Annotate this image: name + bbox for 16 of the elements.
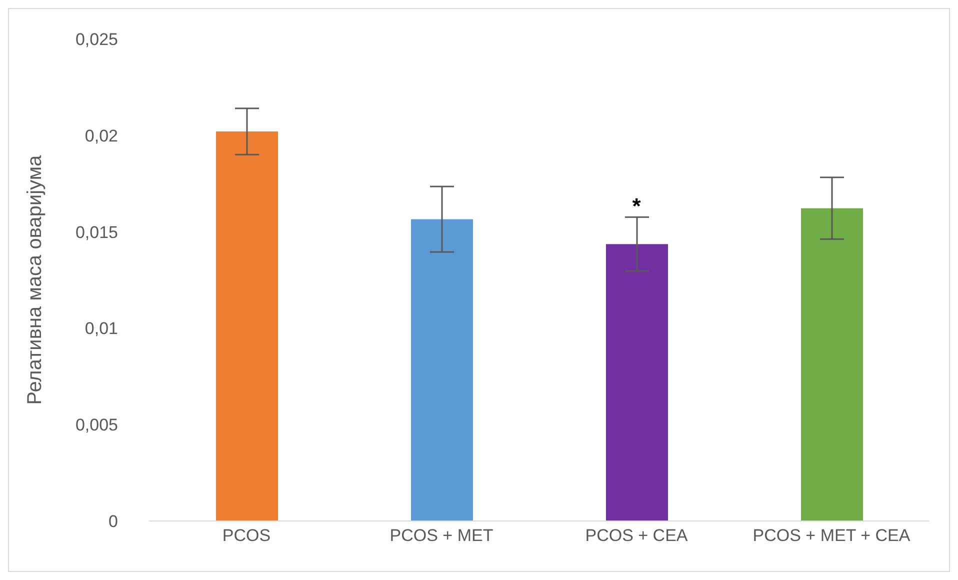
- x-tick-label: PCOS + MET + CEA: [752, 526, 911, 546]
- x-tick-label: PCOS: [222, 526, 271, 546]
- y-axis-title: Релативна маса оваријума: [24, 154, 46, 405]
- y-tick-label: 0: [108, 512, 118, 532]
- x-tick-label: PCOS + CEA: [585, 526, 688, 546]
- bar: [216, 132, 278, 521]
- bar: [411, 219, 473, 521]
- y-tick-label: 0,025: [75, 30, 118, 50]
- bar: [801, 208, 863, 521]
- annotation: *: [632, 193, 642, 218]
- y-tick-label: 0,005: [75, 416, 118, 435]
- x-tick-label: PCOS + MET: [390, 526, 494, 546]
- y-tick-label: 0,015: [75, 222, 118, 242]
- y-tick-label: 0,02: [84, 126, 118, 146]
- bar: [606, 244, 668, 521]
- y-tick-label: 0,01: [84, 319, 118, 338]
